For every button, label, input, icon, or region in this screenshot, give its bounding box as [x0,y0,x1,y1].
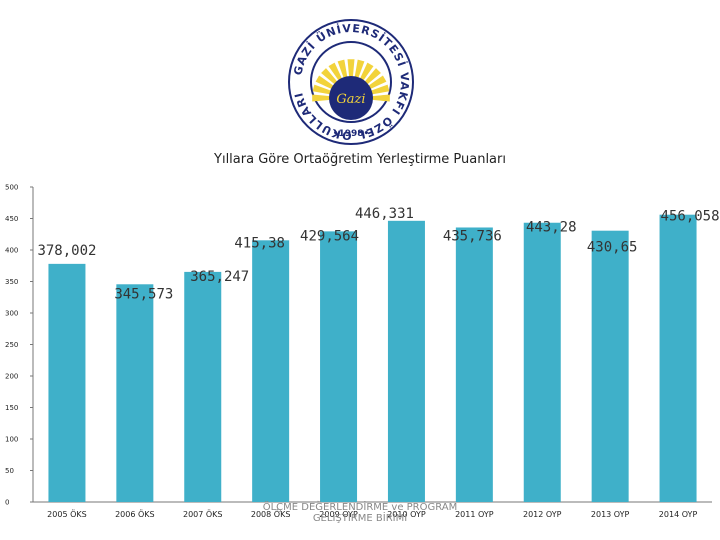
data-label: 378,002 [37,243,96,259]
data-label: 443,28 [526,220,577,236]
school-logo: Gazi GAZİ ÜNİVERSİTESİ VAKFI ÖZEL OKULLA… [275,18,427,146]
footer-line-1: ÖLÇME DEĞERLENDİRME ve PROGRAM [262,502,458,513]
data-label: 365,247 [190,269,249,285]
y-tick-label: 200 [5,373,18,381]
bar-2013-oyp [591,230,629,503]
x-tick-label: 2012 OYP [523,510,562,519]
footer-text: ÖLÇME DEĞERLENDİRME ve PROGRAM GELİŞTİRM… [0,502,720,524]
x-tick-label: 2007 ÖKS [183,509,223,519]
bar-2009-oyp [320,231,358,502]
y-tick-label: 50 [5,467,14,475]
x-tick-label: 2008 ÖKS [251,509,291,519]
logo-script-text: Gazi [336,92,365,107]
bar-2010-oyp [387,220,425,502]
data-label: 430,65 [587,240,638,256]
data-label: 435,736 [443,228,502,244]
y-tick-label: 450 [5,215,18,223]
x-tick-label: 2005 ÖKS [47,509,87,519]
y-tick-label: 250 [5,341,18,349]
x-tick-label: 2006 ÖKS [115,509,155,519]
y-tick-label: 0 [5,499,9,507]
bar-2011-oyp [455,227,493,502]
data-label: 429,564 [300,228,359,244]
x-tick-label: 2013 OYP [591,510,630,519]
x-tick-label: 2010 OYP [387,510,426,519]
bar-2007-öks [184,271,222,502]
bar-2012-oyp [523,222,561,503]
logo-year-text: •1998• [333,129,370,139]
x-tick-label: 2014 OYP [659,510,698,519]
x-tick-label: 2011 OYP [455,510,494,519]
y-tick-label: 500 [5,184,18,192]
bar-2008-öks [252,240,290,502]
data-label: 415,38 [234,235,285,251]
data-label: 456,058 [661,209,720,225]
y-tick-label: 150 [5,404,18,412]
bar-2005-öks [48,263,86,502]
y-tick-label: 400 [5,247,18,255]
x-tick-label: 2009 OYP [319,510,358,519]
bar-2014-oyp [659,214,697,502]
y-tick-label: 100 [5,436,18,444]
footer-line-2: GELİŞTİRME BİRİMİ [312,513,408,524]
y-tick-label: 350 [5,278,18,286]
bar-2006-öks [116,284,154,502]
data-label: 345,573 [114,286,173,302]
chart-title: Yıllara Göre Ortaöğretim Yerleştirme Pua… [214,152,506,167]
y-tick-label: 300 [5,310,18,318]
data-label: 446,331 [355,206,414,222]
